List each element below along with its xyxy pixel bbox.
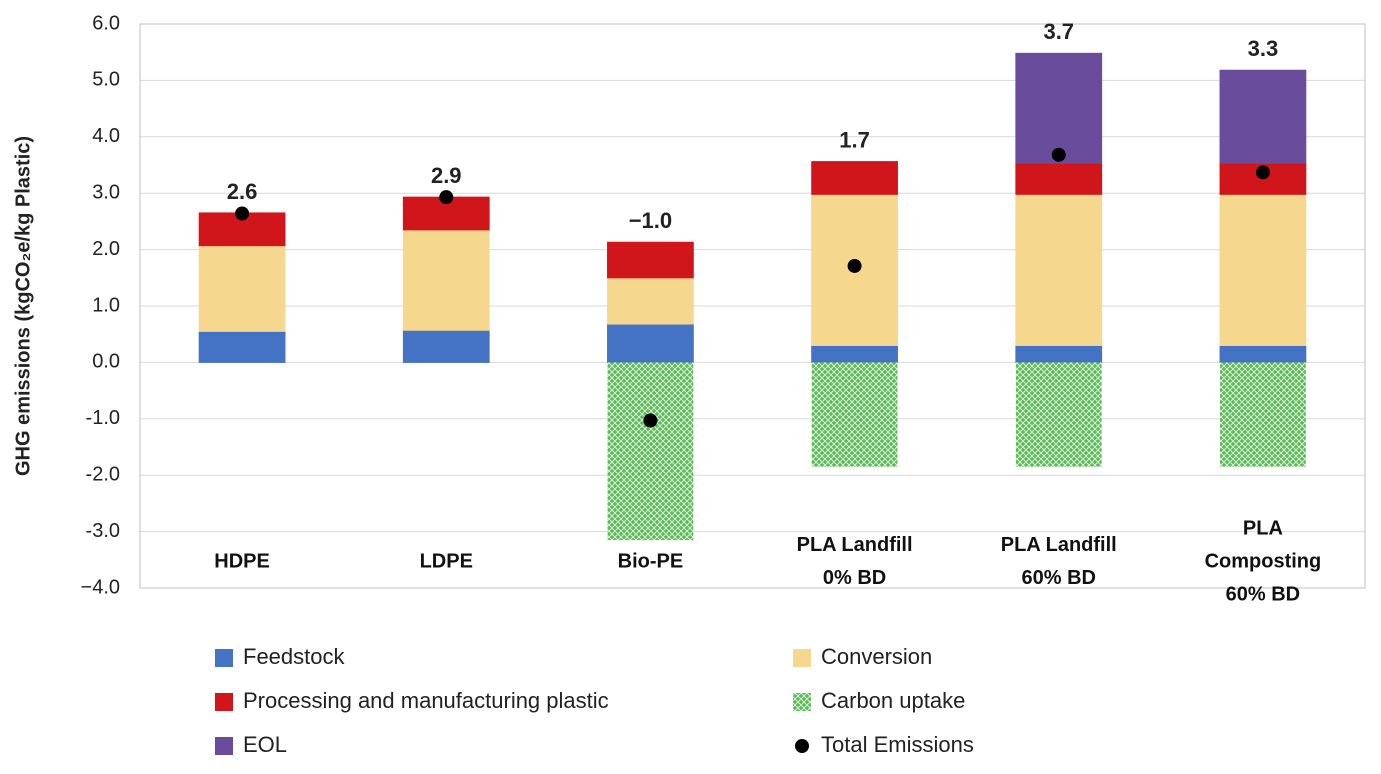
total-dot [643,413,658,428]
x-tick-label: HDPE [214,550,270,573]
y-tick-label: −4.0 [81,576,120,598]
value-label: 3.7 [1043,19,1074,44]
legend-marker [215,737,233,755]
y-tick-label: -3.0 [86,520,120,542]
bar-segment [607,277,694,325]
legend-marker [215,693,233,711]
bar-segment [402,229,490,331]
legend-label: Processing and manufacturing plastic [243,688,609,713]
value-label: −1.0 [629,208,672,233]
total-dot [847,258,862,273]
legend-label: EOL [243,732,287,757]
value-label: 1.7 [839,127,870,152]
bar-segment [811,344,898,363]
bar-segment [198,330,286,363]
y-tick-label: 0.0 [92,351,120,373]
legend-marker [215,649,233,667]
y-tick-label: 1.0 [92,294,120,316]
y-tick-label: 4.0 [92,125,120,147]
bar-segment [607,323,694,363]
total-dot [439,190,454,205]
bar-segment [607,241,694,279]
x-tick-label: PLA Landfill 60% BD [1000,534,1117,589]
x-tick-label: PLA Composting 60% BD [1204,517,1322,606]
bar-segment [1220,362,1306,467]
y-tick-label: 3.0 [92,181,120,203]
bar-segment [1015,52,1103,164]
bar-segment [198,245,286,332]
y-tick-label: -2.0 [86,463,120,485]
bar-segment [1015,344,1103,363]
bar-segment [1219,69,1307,164]
legend-marker [793,649,811,667]
x-tick-label: PLA Landfill 0% BD [796,534,913,589]
legend-marker [793,693,811,711]
legend-label: Total Emissions [821,732,974,757]
y-tick-label: -1.0 [86,407,120,429]
bar-segment [811,362,898,467]
value-label: 2.6 [227,179,258,204]
y-axis-title: GHG emissions (kgCO₂e/kg Plastic) [12,136,34,476]
legend-label: Carbon uptake [821,688,965,713]
x-tick-label: LDPE [419,550,473,573]
value-label: 3.3 [1248,36,1279,61]
legend-label: Feedstock [243,644,345,669]
legend-label: Conversion [821,644,932,669]
plot-border [139,23,1366,589]
total-dot [1255,165,1270,180]
bar-segment [1219,344,1307,363]
y-tick-label: 2.0 [92,238,120,260]
bar-segment [402,329,490,363]
y-tick-label: 6.0 [92,12,120,34]
x-tick-label: Bio-PE [617,550,684,573]
bar-segment [1219,193,1307,346]
bar-segment [811,161,898,195]
bar-segment [1015,193,1103,346]
value-label: 2.9 [431,163,462,188]
bar-segment [1015,162,1103,195]
total-dot [1051,147,1066,162]
legend-marker [795,739,809,753]
total-dot [235,206,250,221]
bar-segment [1015,362,1102,467]
bar-segment [607,362,694,541]
y-tick-label: 5.0 [92,69,120,91]
